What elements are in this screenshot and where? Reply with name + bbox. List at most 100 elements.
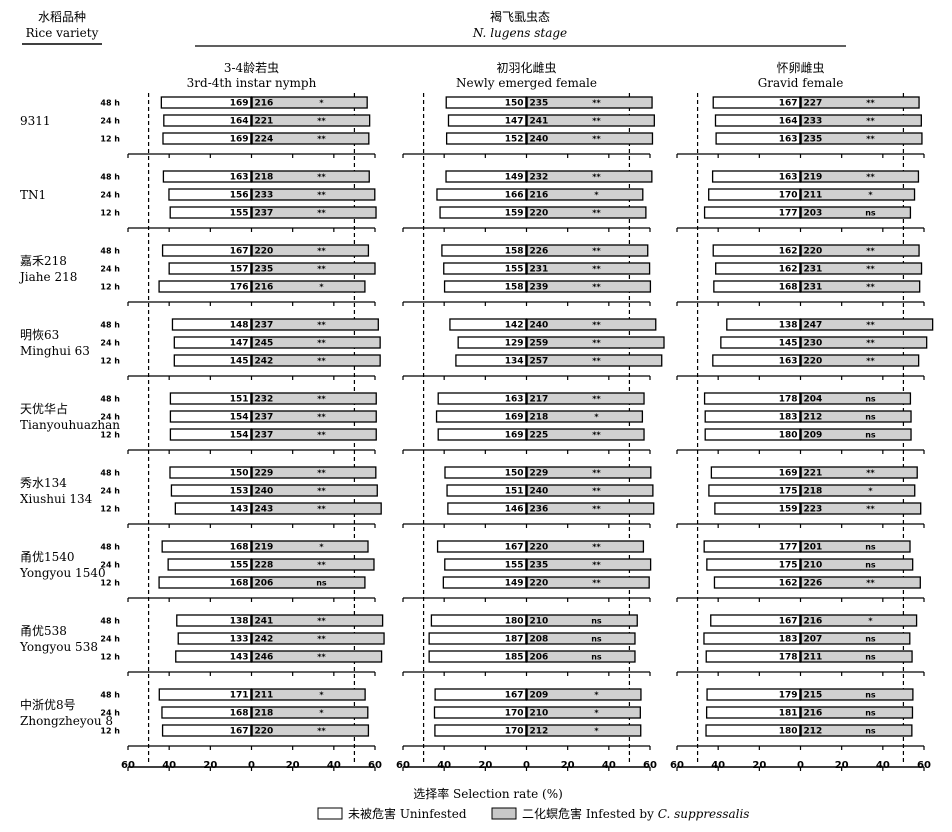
count-uninfested: 151	[505, 487, 524, 497]
count-infested: 237	[255, 321, 274, 331]
count-uninfested: 155	[505, 561, 524, 571]
count-infested: 216	[255, 99, 274, 109]
significance-label: **	[317, 413, 326, 422]
significance-label: **	[592, 99, 601, 108]
count-infested: 221	[804, 469, 823, 479]
count-infested: 233	[804, 117, 823, 127]
variety-label-en: Xiushui 134	[20, 492, 93, 506]
variety-header-cn: 水稻品种	[38, 10, 86, 24]
count-uninfested: 167	[779, 617, 798, 627]
x-tick-label: 60	[368, 760, 382, 771]
count-uninfested: 164	[230, 117, 249, 127]
time-label: 12 h	[100, 283, 120, 292]
x-tick-label: 40	[876, 760, 890, 771]
count-infested: 239	[530, 283, 549, 293]
count-uninfested: 168	[230, 579, 249, 589]
significance-label: **	[317, 635, 326, 644]
significance-label: **	[866, 117, 875, 126]
count-uninfested: 145	[230, 357, 249, 367]
significance-label: **	[317, 561, 326, 570]
variety-label-cn: 中浙优8号	[20, 697, 76, 712]
count-infested: 241	[255, 617, 274, 627]
count-infested: 240	[530, 487, 549, 497]
significance-label: *	[594, 691, 599, 700]
count-uninfested: 183	[779, 413, 798, 423]
count-uninfested: 162	[779, 579, 798, 589]
significance-label: **	[317, 469, 326, 478]
significance-label: **	[592, 209, 601, 218]
significance-label: *	[319, 709, 324, 718]
count-infested: 246	[255, 653, 274, 663]
time-label: 48 h	[100, 173, 120, 182]
panel-title-cn: 3-4龄若虫	[224, 61, 279, 75]
significance-label: *	[594, 191, 599, 200]
count-uninfested: 169	[505, 431, 524, 441]
count-uninfested: 175	[779, 487, 798, 497]
count-infested: 210	[804, 561, 823, 571]
significance-label: ns	[865, 209, 876, 218]
significance-label: *	[319, 691, 324, 700]
significance-label: **	[317, 265, 326, 274]
stage-header-en: N. lugens stage	[472, 26, 567, 40]
time-label: 24 h	[100, 117, 120, 126]
time-label: 24 h	[100, 561, 120, 570]
significance-label: ns	[865, 561, 876, 570]
significance-label: **	[592, 283, 601, 292]
count-infested: 210	[530, 617, 549, 627]
count-infested: 218	[255, 709, 274, 719]
significance-label: ns	[591, 635, 602, 644]
significance-label: **	[317, 487, 326, 496]
time-label: 48 h	[100, 395, 120, 404]
significance-label: **	[592, 339, 601, 348]
significance-label: **	[317, 395, 326, 404]
count-uninfested: 155	[230, 561, 249, 571]
x-tick-label: 20	[835, 760, 849, 771]
significance-label: *	[594, 727, 599, 736]
time-label: 24 h	[100, 265, 120, 274]
count-uninfested: 169	[230, 135, 249, 145]
count-infested: 240	[530, 321, 549, 331]
count-uninfested: 154	[230, 413, 249, 423]
time-label: 24 h	[100, 487, 120, 496]
count-uninfested: 180	[779, 727, 798, 737]
count-uninfested: 129	[505, 339, 524, 349]
significance-label: *	[868, 191, 873, 200]
count-infested: 209	[530, 691, 549, 701]
count-infested: 211	[255, 691, 274, 701]
variety-label-cn: 秀水134	[20, 476, 67, 490]
time-label: 24 h	[100, 635, 120, 644]
significance-label: **	[317, 357, 326, 366]
count-infested: 206	[530, 653, 549, 663]
time-label: 12 h	[100, 727, 120, 736]
count-uninfested: 138	[779, 321, 798, 331]
x-tick-label: 20	[478, 760, 492, 771]
count-uninfested: 163	[230, 173, 249, 183]
count-uninfested: 177	[779, 543, 798, 553]
panels-layer: 9311 TN1 嘉禾218 Jiahe 218 明恢63 Minghui 63 天优华占 T…	[18, 60, 934, 771]
variety-label-en: Jiahe 218	[18, 270, 77, 284]
count-infested: 228	[255, 561, 274, 571]
count-infested: 221	[255, 117, 274, 127]
significance-label: **	[592, 395, 601, 404]
count-infested: 212	[804, 727, 823, 737]
significance-label: ns	[865, 395, 876, 404]
significance-label: **	[592, 561, 601, 570]
count-infested: 220	[255, 247, 274, 257]
count-infested: 220	[530, 209, 549, 219]
count-infested: 245	[255, 339, 274, 349]
count-uninfested: 168	[230, 709, 249, 719]
count-infested: 243	[255, 505, 274, 515]
count-infested: 210	[530, 709, 549, 719]
count-uninfested: 149	[505, 579, 524, 589]
significance-label: **	[592, 265, 601, 274]
count-uninfested: 155	[230, 209, 249, 219]
x-tick-label: 40	[711, 760, 725, 771]
count-uninfested: 153	[230, 487, 249, 497]
significance-label: ns	[865, 431, 876, 440]
variety-label-cn: 天优华占	[20, 401, 68, 416]
count-infested: 242	[255, 357, 274, 367]
count-uninfested: 152	[505, 135, 524, 145]
significance-label: **	[592, 357, 601, 366]
significance-label: ns	[591, 653, 602, 662]
time-label: 48 h	[100, 247, 120, 256]
